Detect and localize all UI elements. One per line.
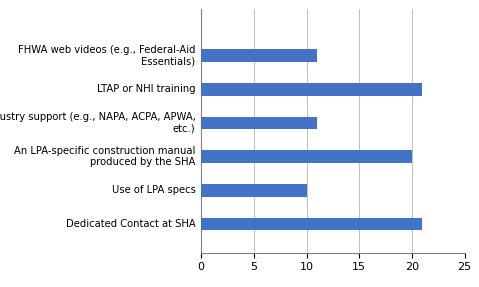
Bar bbox=[201, 83, 422, 96]
Bar bbox=[201, 49, 317, 62]
Bar bbox=[201, 117, 317, 129]
Bar bbox=[201, 184, 307, 197]
Bar bbox=[201, 150, 412, 163]
Bar bbox=[201, 218, 422, 230]
